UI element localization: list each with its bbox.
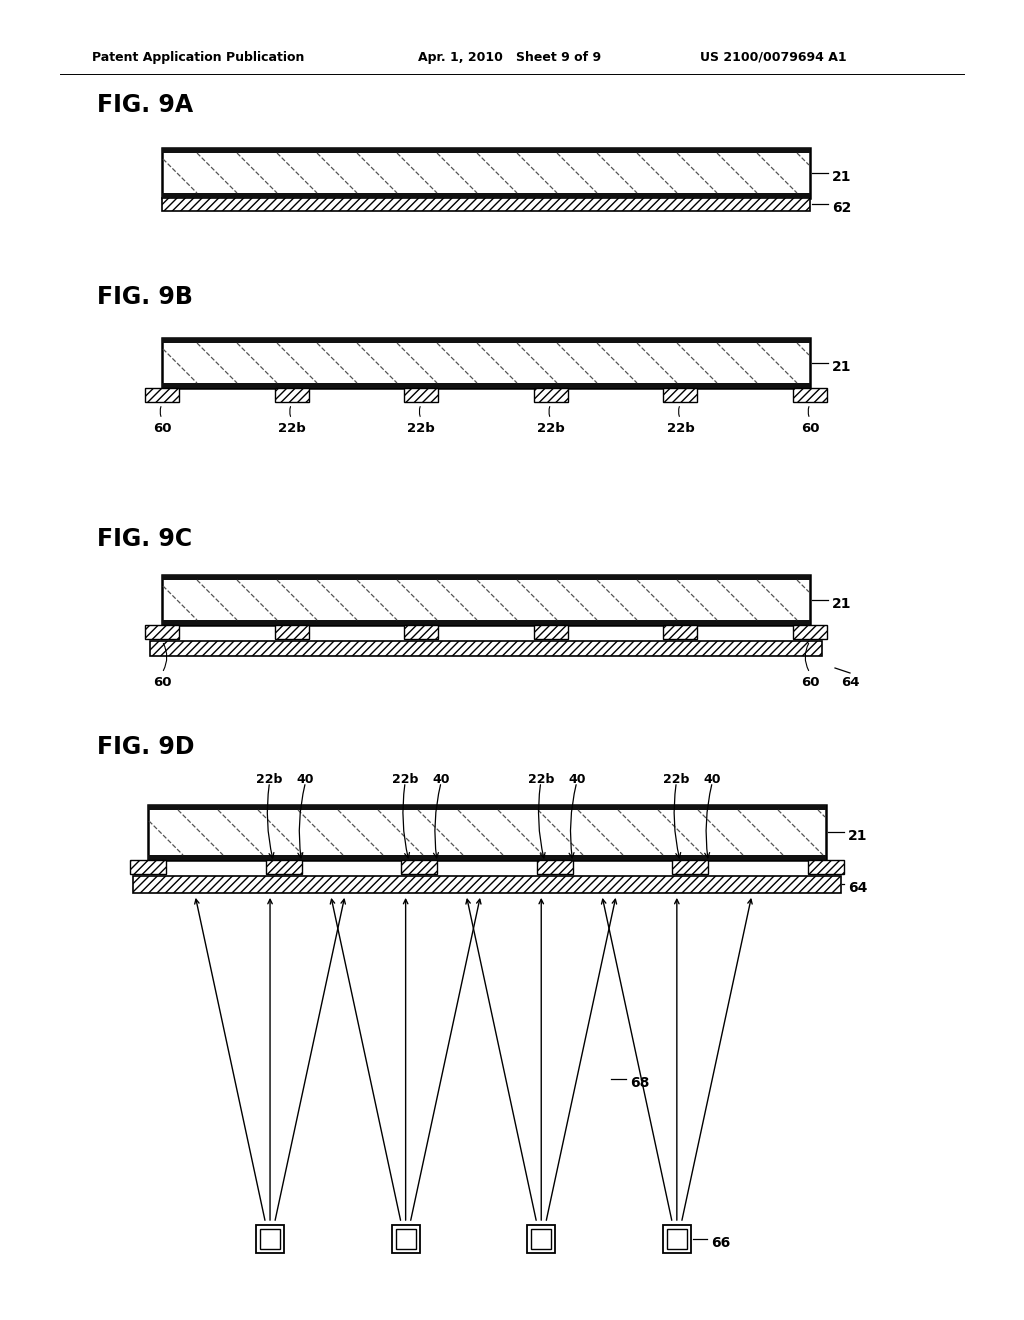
Text: 22b: 22b [256,774,283,785]
Text: FIG. 9C: FIG. 9C [97,527,193,550]
Text: 22b: 22b [278,422,305,436]
Bar [260,1229,280,1249]
Text: 40: 40 [297,774,314,785]
Bar [673,861,709,874]
Bar [162,148,810,153]
Text: 22b: 22b [392,774,419,785]
Bar [793,388,827,403]
Text: Apr. 1, 2010   Sheet 9 of 9: Apr. 1, 2010 Sheet 9 of 9 [418,50,601,63]
Text: FIG. 9B: FIG. 9B [97,285,193,309]
Bar [148,855,826,861]
Bar [162,338,810,343]
Text: 40: 40 [703,774,721,785]
Bar [256,1225,284,1253]
Text: 60: 60 [801,676,819,689]
Text: 64: 64 [841,676,859,689]
Bar [537,861,572,874]
Text: 40: 40 [432,774,450,785]
Bar [667,1229,687,1249]
Bar [401,861,437,874]
Bar [793,624,827,639]
Text: 60: 60 [153,422,171,436]
Bar [664,388,697,403]
Bar [265,861,302,874]
Bar [404,624,438,639]
Text: Patent Application Publication: Patent Application Publication [92,50,304,63]
Bar [162,383,810,388]
Bar [162,576,810,624]
Text: 22b: 22b [527,774,554,785]
Bar [534,388,567,403]
Text: 66: 66 [711,1236,730,1250]
Bar [148,805,826,810]
Text: FIG. 9A: FIG. 9A [97,92,194,117]
Bar [274,388,308,403]
Text: 22b: 22b [664,774,689,785]
Text: FIG. 9D: FIG. 9D [97,735,195,759]
Bar [133,876,841,894]
Bar [404,388,438,403]
Bar [274,624,308,639]
Bar [808,861,844,874]
Text: 21: 21 [831,360,852,374]
Bar [534,624,567,639]
Bar [148,805,826,861]
Text: 68: 68 [630,1076,649,1090]
Text: 60: 60 [153,676,171,689]
Bar [391,1225,420,1253]
Text: 22b: 22b [667,422,694,436]
Text: 60: 60 [801,422,819,436]
Bar [664,624,697,639]
Bar [162,193,810,198]
Text: 40: 40 [568,774,586,785]
Bar [663,1225,691,1253]
Bar [145,624,179,639]
Bar [162,338,810,388]
Text: 21: 21 [848,829,867,843]
Bar [527,1225,555,1253]
Text: 64: 64 [848,880,867,895]
Text: 21: 21 [831,170,852,183]
Bar [162,198,810,211]
Text: 21: 21 [831,597,852,611]
Text: 62: 62 [831,201,851,215]
Bar [162,620,810,624]
Text: 22b: 22b [408,422,435,436]
Bar [162,148,810,198]
Bar [130,861,166,874]
Bar [531,1229,551,1249]
Bar [150,642,822,656]
Text: 22b: 22b [537,422,564,436]
Text: US 2100/0079694 A1: US 2100/0079694 A1 [700,50,847,63]
Bar [162,576,810,579]
Bar [395,1229,416,1249]
Bar [145,388,179,403]
